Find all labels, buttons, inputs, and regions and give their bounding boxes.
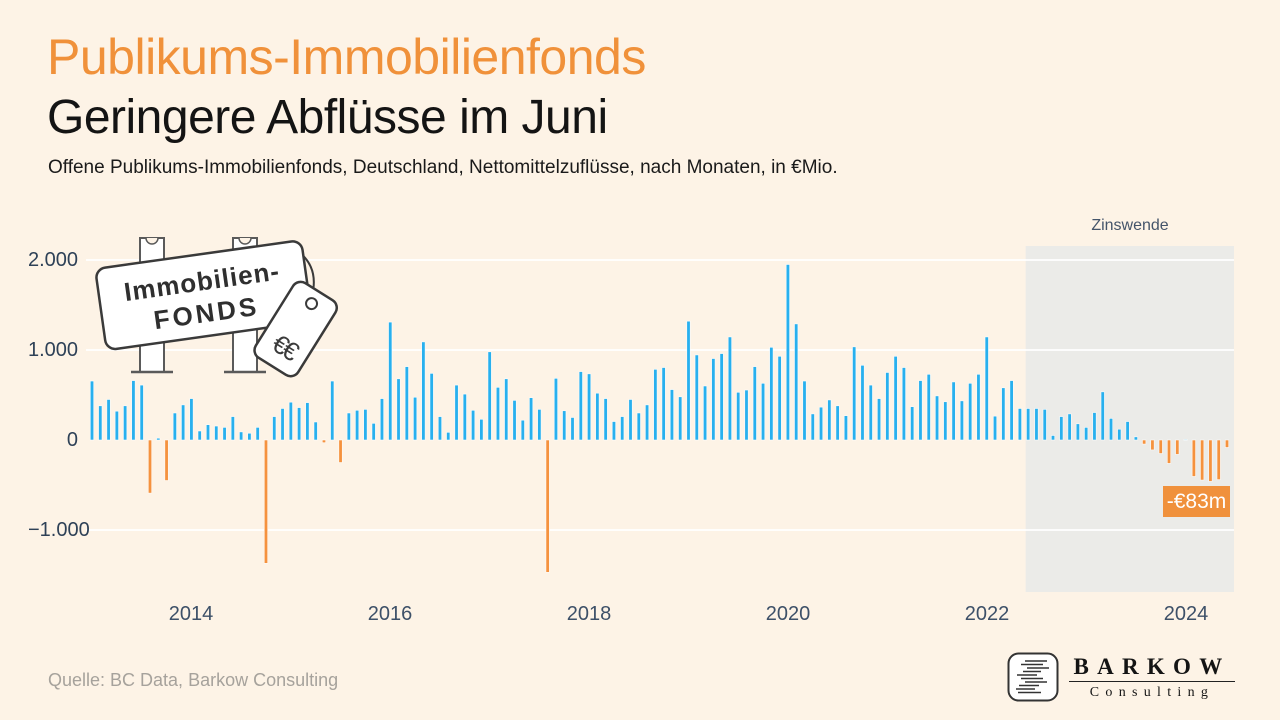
x-tick-2024: 2024 (1163, 603, 1209, 625)
chart-description: Offene Publikums-Immobilienfonds, Deutsc… (48, 157, 838, 178)
y-tick-neg-1000: −1.000 (28, 519, 90, 541)
logo-subname: Consulting (1089, 684, 1215, 700)
x-tick-2016: 2016 (367, 603, 413, 625)
source-note: Quelle: BC Data, Barkow Consulting (48, 670, 339, 690)
zinswende-region-label: Zinswende (1091, 217, 1169, 234)
x-tick-2022: 2022 (964, 603, 1010, 625)
x-tick-2020: 2020 (765, 603, 811, 625)
sign-board: Immobilien- FONDS (95, 240, 313, 351)
last-value-callout: -€83m (1163, 486, 1230, 517)
barkow-logo-icon (1007, 652, 1059, 702)
page-title: Publikums-Immobilienfonds (47, 29, 646, 85)
price-tag: €€ (253, 280, 339, 378)
logo-name: BARKOW (1073, 653, 1231, 679)
post-notch-left (145, 237, 159, 245)
x-tick-2014: 2014 (168, 603, 214, 625)
page-subtitle: Geringere Abflüsse im Juni (47, 91, 608, 144)
logo-rule (1069, 680, 1235, 682)
y-tick-0: 0 (66, 429, 78, 451)
y-tick-2000: 2.000 (28, 249, 79, 271)
fund-sign-illustration: Immobilien- FONDS €€ (95, 237, 339, 378)
x-tick-2018: 2018 (566, 603, 612, 625)
barkow-logo: BARKOW Consulting (1007, 652, 1235, 702)
post-notch-right (238, 237, 252, 245)
y-tick-1000: 1.000 (28, 339, 79, 361)
tag-hole (305, 297, 319, 311)
